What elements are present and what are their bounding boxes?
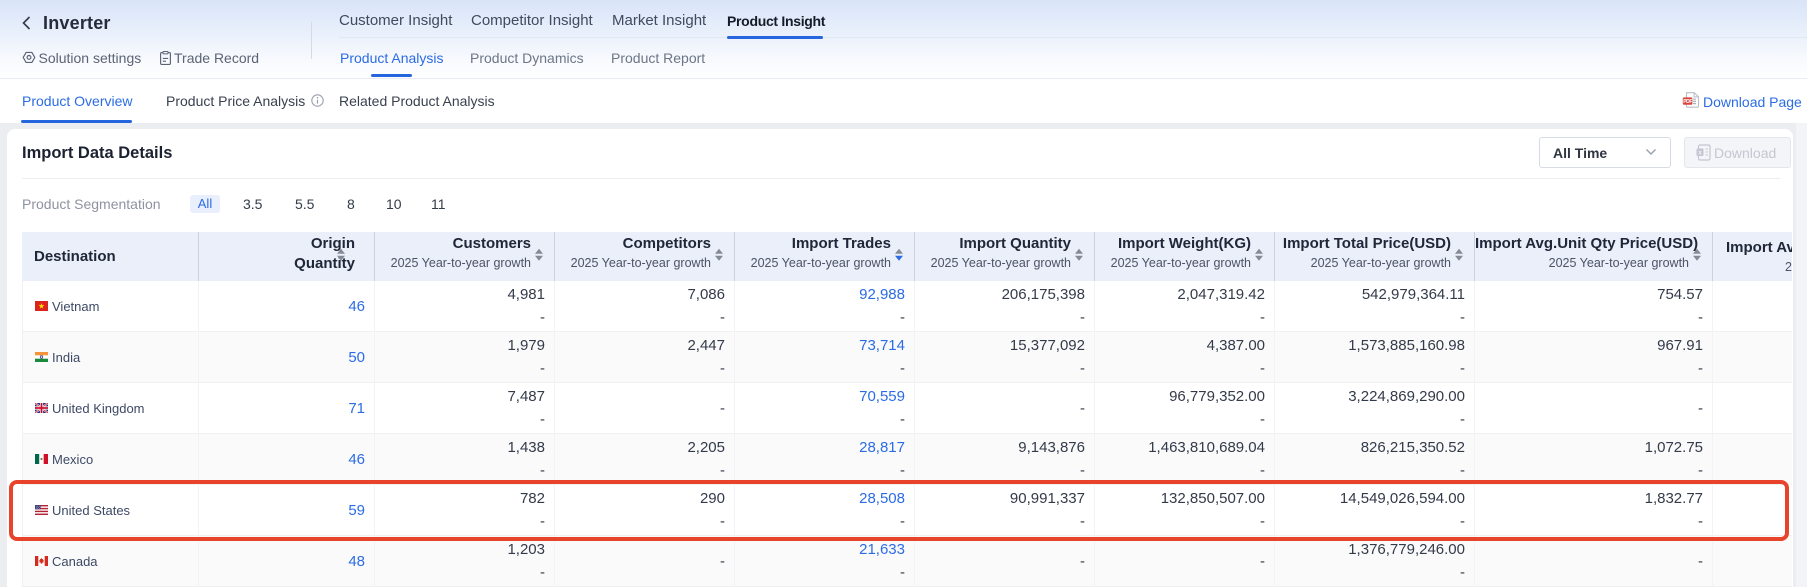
svg-text:x: x	[1698, 150, 1702, 156]
svg-text:PDF: PDF	[1683, 99, 1692, 105]
